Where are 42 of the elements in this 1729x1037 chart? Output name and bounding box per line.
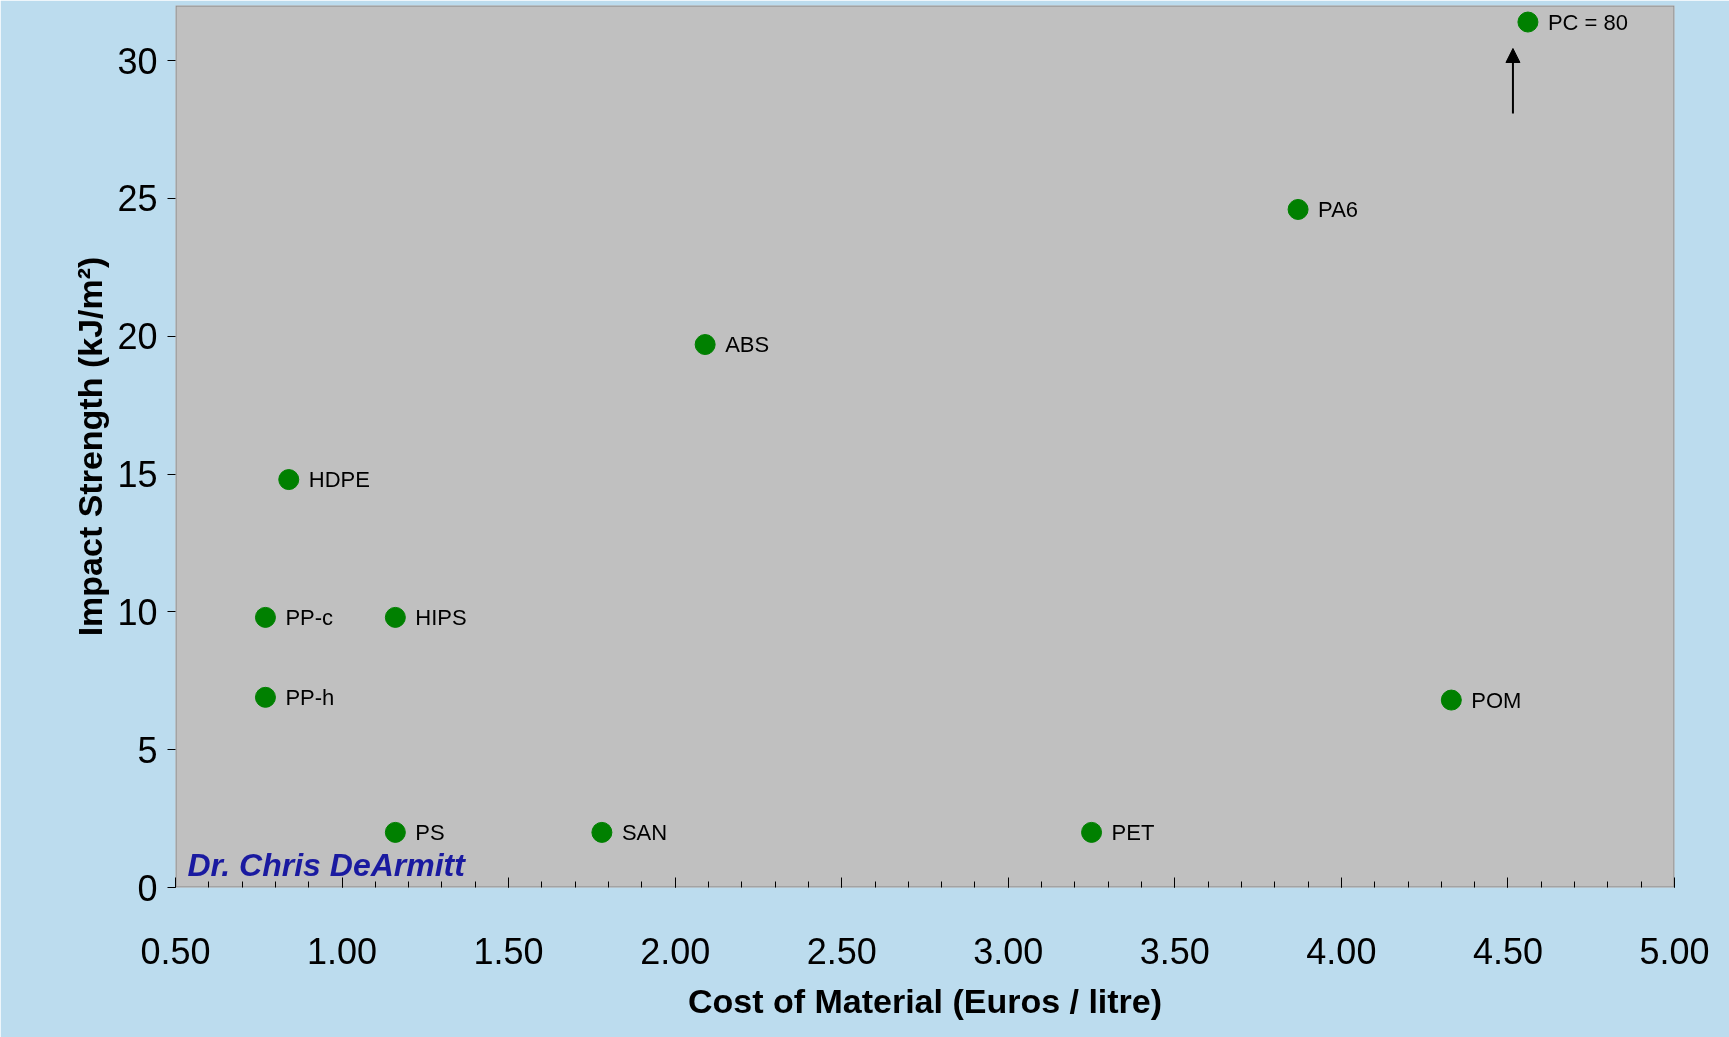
annotation: PS — [415, 819, 445, 845]
point — [1287, 198, 1309, 220]
annotation: ABS — [725, 332, 770, 358]
annotation: HDPE — [308, 467, 370, 493]
x-tick-label: 2.50 — [806, 930, 877, 972]
annotation: POM — [1471, 687, 1522, 713]
point — [1081, 821, 1103, 843]
annotation: Dr. Chris DeArmitt — [187, 846, 467, 883]
x-tick-label: 4.00 — [1306, 930, 1377, 972]
x-tick-label: 1.00 — [307, 930, 378, 972]
x-tick-label: 3.00 — [973, 930, 1044, 972]
y-axis-title: Impact Strength (kJ/m²) — [71, 256, 110, 637]
x-tick-label: 2.00 — [640, 930, 711, 972]
point — [254, 686, 276, 708]
y-tick-label: 15 — [117, 454, 158, 496]
point — [1440, 689, 1462, 711]
annotation: PP-c — [285, 604, 334, 630]
annotation: PA6 — [1318, 196, 1359, 222]
point — [384, 606, 406, 628]
x-tick-label: 3.50 — [1139, 930, 1210, 972]
x-tick-label: 1.50 — [473, 930, 544, 972]
x-axis-title: Cost of Material (Euros / litre) — [687, 981, 1163, 1020]
point — [254, 606, 276, 628]
point — [278, 469, 300, 491]
annotation: HIPS — [415, 604, 467, 630]
point — [384, 821, 406, 843]
y-tick-label: 25 — [117, 178, 158, 220]
point — [694, 334, 716, 355]
annotation: PET — [1111, 819, 1155, 845]
x-tick-label: 0.50 — [140, 930, 211, 972]
x-tick-label: 4.50 — [1472, 930, 1543, 972]
annotation: PC = 80 — [1547, 9, 1629, 35]
annotation: PP-h — [285, 684, 335, 710]
y-tick-label: 30 — [117, 40, 158, 82]
y-tick-label: 20 — [117, 316, 158, 358]
point — [591, 821, 613, 843]
y-tick-label: 0 — [137, 867, 158, 909]
x-tick-label: 5.00 — [1639, 930, 1710, 972]
point — [1517, 11, 1539, 33]
y-tick-label: 10 — [117, 591, 158, 633]
annotation: SAN — [621, 819, 668, 845]
y-tick-label: 5 — [137, 729, 158, 771]
